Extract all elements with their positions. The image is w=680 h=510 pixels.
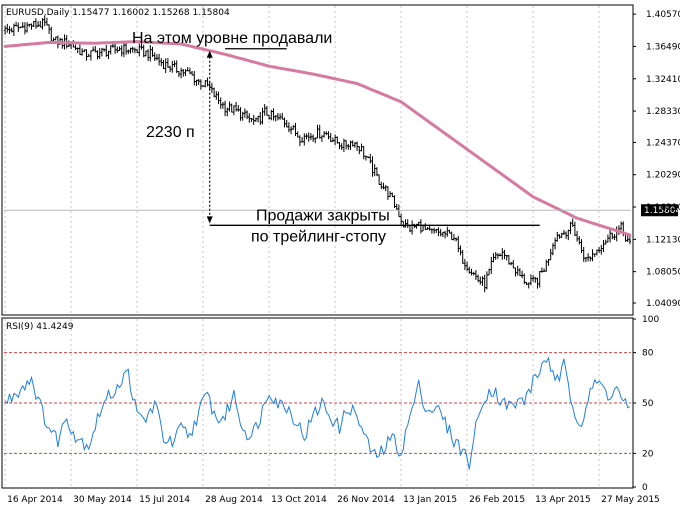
- main-panel-frame: [1, 4, 634, 316]
- y-tick-label: 1.12130: [646, 235, 680, 245]
- y-tick-label: 1.24370: [646, 138, 680, 148]
- current-price-box: [641, 204, 678, 217]
- x-tick-label: 15 Jul 2014: [139, 495, 190, 505]
- symbol-header: EURUSD,Daily 1.15477 1.16002 1.15268 1.1…: [6, 8, 230, 18]
- y-tick-label: 1.28330: [646, 107, 680, 117]
- annotation-closed: Продажи закрыты: [256, 207, 390, 224]
- x-tick-label: 30 May 2014: [73, 495, 132, 505]
- y-tick-label: 1.16210: [646, 203, 680, 213]
- x-tick-label: 13 Oct 2014: [271, 495, 327, 505]
- y-tick-label: 1.32410: [646, 75, 680, 85]
- y-tick-label: 1.40570: [646, 10, 680, 20]
- x-tick-label: 16 Apr 2014: [7, 495, 63, 505]
- rsi-panel-frame: [1, 317, 634, 489]
- y-tick-label: 1.36490: [646, 42, 680, 52]
- rsi-tick-label: 50: [642, 399, 654, 409]
- rsi-tick-label: 20: [642, 449, 654, 459]
- x-tick-label: 26 Nov 2014: [337, 495, 395, 505]
- annotation-trailing-stop: по трейлинг-стопу: [251, 228, 386, 245]
- rsi-header: RSI(9) 41.4249: [6, 322, 74, 332]
- rsi-levels: [4, 352, 631, 454]
- x-tick-label: 13 Apr 2015: [535, 495, 591, 505]
- rsi-tick-label: 80: [642, 349, 654, 359]
- x-tick-label: 13 Jan 2015: [403, 495, 457, 505]
- rsi-tick-label: 100: [642, 315, 659, 325]
- rsi-line: [4, 356, 631, 470]
- x-tick-label: 27 May 2015: [601, 495, 660, 505]
- moving-average-line: [3, 40, 632, 237]
- x-axis: 16 Apr 2014 30 May 2014 15 Jul 2014 28 Aug …: [7, 495, 660, 505]
- x-tick-label: 28 Aug 2014: [205, 495, 263, 505]
- rsi-tick-label: 0: [642, 483, 648, 493]
- y-tick-label: 1.20290: [646, 171, 680, 181]
- arrow-head-up: [206, 50, 213, 58]
- arrow-head-down: [206, 216, 213, 224]
- y-axis: 1.40570 1.36490 1.32410 1.28330 1.24370 1.202…: [633, 10, 680, 309]
- annotation-distance: 2230 п: [146, 124, 195, 141]
- current-price-label: 1.15804: [644, 206, 680, 216]
- rsi-y-axis: 100 80 50 20 0: [633, 315, 659, 493]
- annotation-sell-level: На этом уровне продавали: [132, 30, 332, 47]
- x-tick-label: 26 Feb 2015: [469, 495, 525, 505]
- candles: [3, 15, 632, 293]
- y-tick-label: 1.08050: [646, 268, 680, 278]
- y-tick-label: 1.04090: [646, 299, 680, 309]
